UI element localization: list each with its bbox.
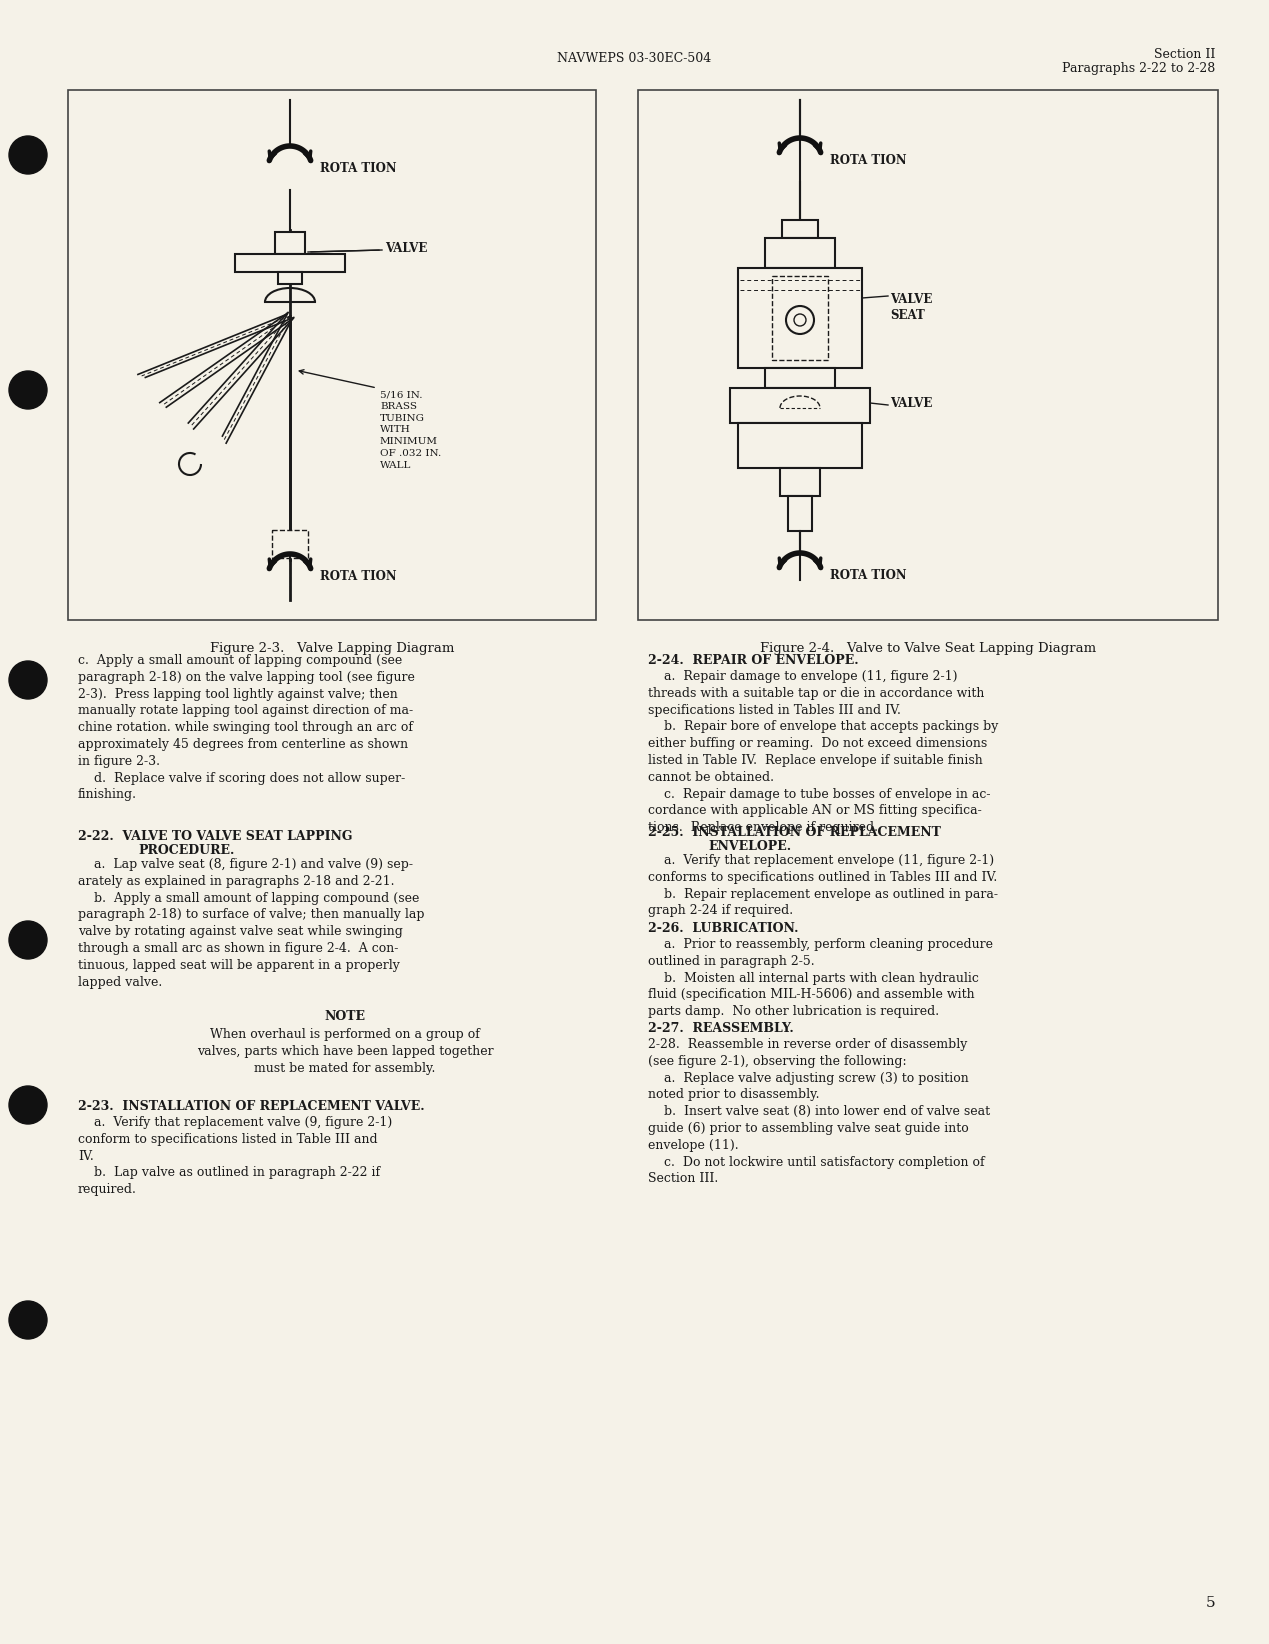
Text: ROTA TION: ROTA TION bbox=[830, 569, 906, 582]
Bar bbox=[275, 232, 305, 255]
Text: a.  Lap valve seat (8, figure 2-1) and valve (9) sep-
arately as explained in pa: a. Lap valve seat (8, figure 2-1) and va… bbox=[77, 858, 425, 988]
Circle shape bbox=[9, 921, 47, 958]
Bar bbox=[730, 388, 871, 423]
Text: Figure 2-4.   Valve to Valve Seat Lapping Diagram: Figure 2-4. Valve to Valve Seat Lapping … bbox=[760, 643, 1096, 654]
Circle shape bbox=[9, 661, 47, 699]
Text: 2-27.  REASSEMBLY.: 2-27. REASSEMBLY. bbox=[648, 1023, 793, 1036]
Text: 2-28.  Reassemble in reverse order of disassembly
(see figure 2-1), observing th: 2-28. Reassemble in reverse order of dis… bbox=[648, 1037, 990, 1185]
Bar bbox=[765, 238, 835, 268]
Text: NAVWEPS 03-30EC-504: NAVWEPS 03-30EC-504 bbox=[557, 53, 711, 66]
Text: 2-25.  INSTALLATION OF REPLACEMENT: 2-25. INSTALLATION OF REPLACEMENT bbox=[648, 825, 940, 838]
Bar bbox=[772, 276, 827, 360]
Text: ENVELOPE.: ENVELOPE. bbox=[708, 840, 791, 853]
Text: a.  Repair damage to envelope (11, figure 2-1)
threads with a suitable tap or di: a. Repair damage to envelope (11, figure… bbox=[648, 671, 999, 834]
Text: Section II: Section II bbox=[1154, 48, 1214, 61]
Bar bbox=[235, 255, 345, 271]
Circle shape bbox=[9, 1300, 47, 1338]
Text: 5/16 IN.
BRASS
TUBING
WITH
MINIMUM
OF .032 IN.
WALL: 5/16 IN. BRASS TUBING WITH MINIMUM OF .0… bbox=[379, 390, 442, 470]
Text: When overhaul is performed on a group of
valves, parts which have been lapped to: When overhaul is performed on a group of… bbox=[197, 1028, 494, 1075]
Bar bbox=[739, 423, 862, 469]
Text: NOTE: NOTE bbox=[325, 1009, 365, 1023]
Text: 2-26.  LUBRICATION.: 2-26. LUBRICATION. bbox=[648, 922, 798, 935]
Text: a.  Prior to reassembly, perform cleaning procedure
outlined in paragraph 2-5.
 : a. Prior to reassembly, perform cleaning… bbox=[648, 939, 994, 1018]
Bar bbox=[739, 268, 862, 368]
Text: 2-24.  REPAIR OF ENVELOPE.: 2-24. REPAIR OF ENVELOPE. bbox=[648, 654, 859, 667]
Text: VALVE: VALVE bbox=[890, 396, 933, 409]
Bar bbox=[765, 368, 835, 388]
Text: PROCEDURE.: PROCEDURE. bbox=[138, 843, 235, 857]
Text: Figure 2-3.   Valve Lapping Diagram: Figure 2-3. Valve Lapping Diagram bbox=[209, 643, 454, 654]
Text: 2-23.  INSTALLATION OF REPLACEMENT VALVE.: 2-23. INSTALLATION OF REPLACEMENT VALVE. bbox=[77, 1100, 425, 1113]
Circle shape bbox=[794, 314, 806, 326]
Bar bbox=[272, 529, 308, 557]
Text: ROTA TION: ROTA TION bbox=[320, 161, 397, 174]
Circle shape bbox=[9, 1087, 47, 1124]
Bar bbox=[69, 90, 596, 620]
Bar bbox=[780, 469, 820, 496]
Text: a.  Verify that replacement envelope (11, figure 2-1)
conforms to specifications: a. Verify that replacement envelope (11,… bbox=[648, 853, 997, 917]
Bar bbox=[638, 90, 1218, 620]
Text: c.  Apply a small amount of lapping compound (see
paragraph 2-18) on the valve l: c. Apply a small amount of lapping compo… bbox=[77, 654, 415, 801]
Circle shape bbox=[786, 306, 813, 334]
Text: ROTA TION: ROTA TION bbox=[320, 569, 397, 582]
Text: VALVE: VALVE bbox=[385, 242, 428, 255]
Text: ROTA TION: ROTA TION bbox=[830, 153, 906, 166]
Text: VALVE
SEAT: VALVE SEAT bbox=[890, 293, 933, 322]
Text: 2-22.  VALVE TO VALVE SEAT LAPPING: 2-22. VALVE TO VALVE SEAT LAPPING bbox=[77, 830, 353, 843]
Text: Paragraphs 2-22 to 2-28: Paragraphs 2-22 to 2-28 bbox=[1062, 62, 1214, 76]
Bar bbox=[278, 271, 302, 284]
Text: 5: 5 bbox=[1206, 1596, 1214, 1609]
Circle shape bbox=[9, 372, 47, 409]
Text: a.  Verify that replacement valve (9, figure 2-1)
conform to specifications list: a. Verify that replacement valve (9, fig… bbox=[77, 1116, 392, 1197]
Bar bbox=[788, 496, 812, 531]
Circle shape bbox=[9, 136, 47, 174]
Bar bbox=[782, 220, 819, 238]
